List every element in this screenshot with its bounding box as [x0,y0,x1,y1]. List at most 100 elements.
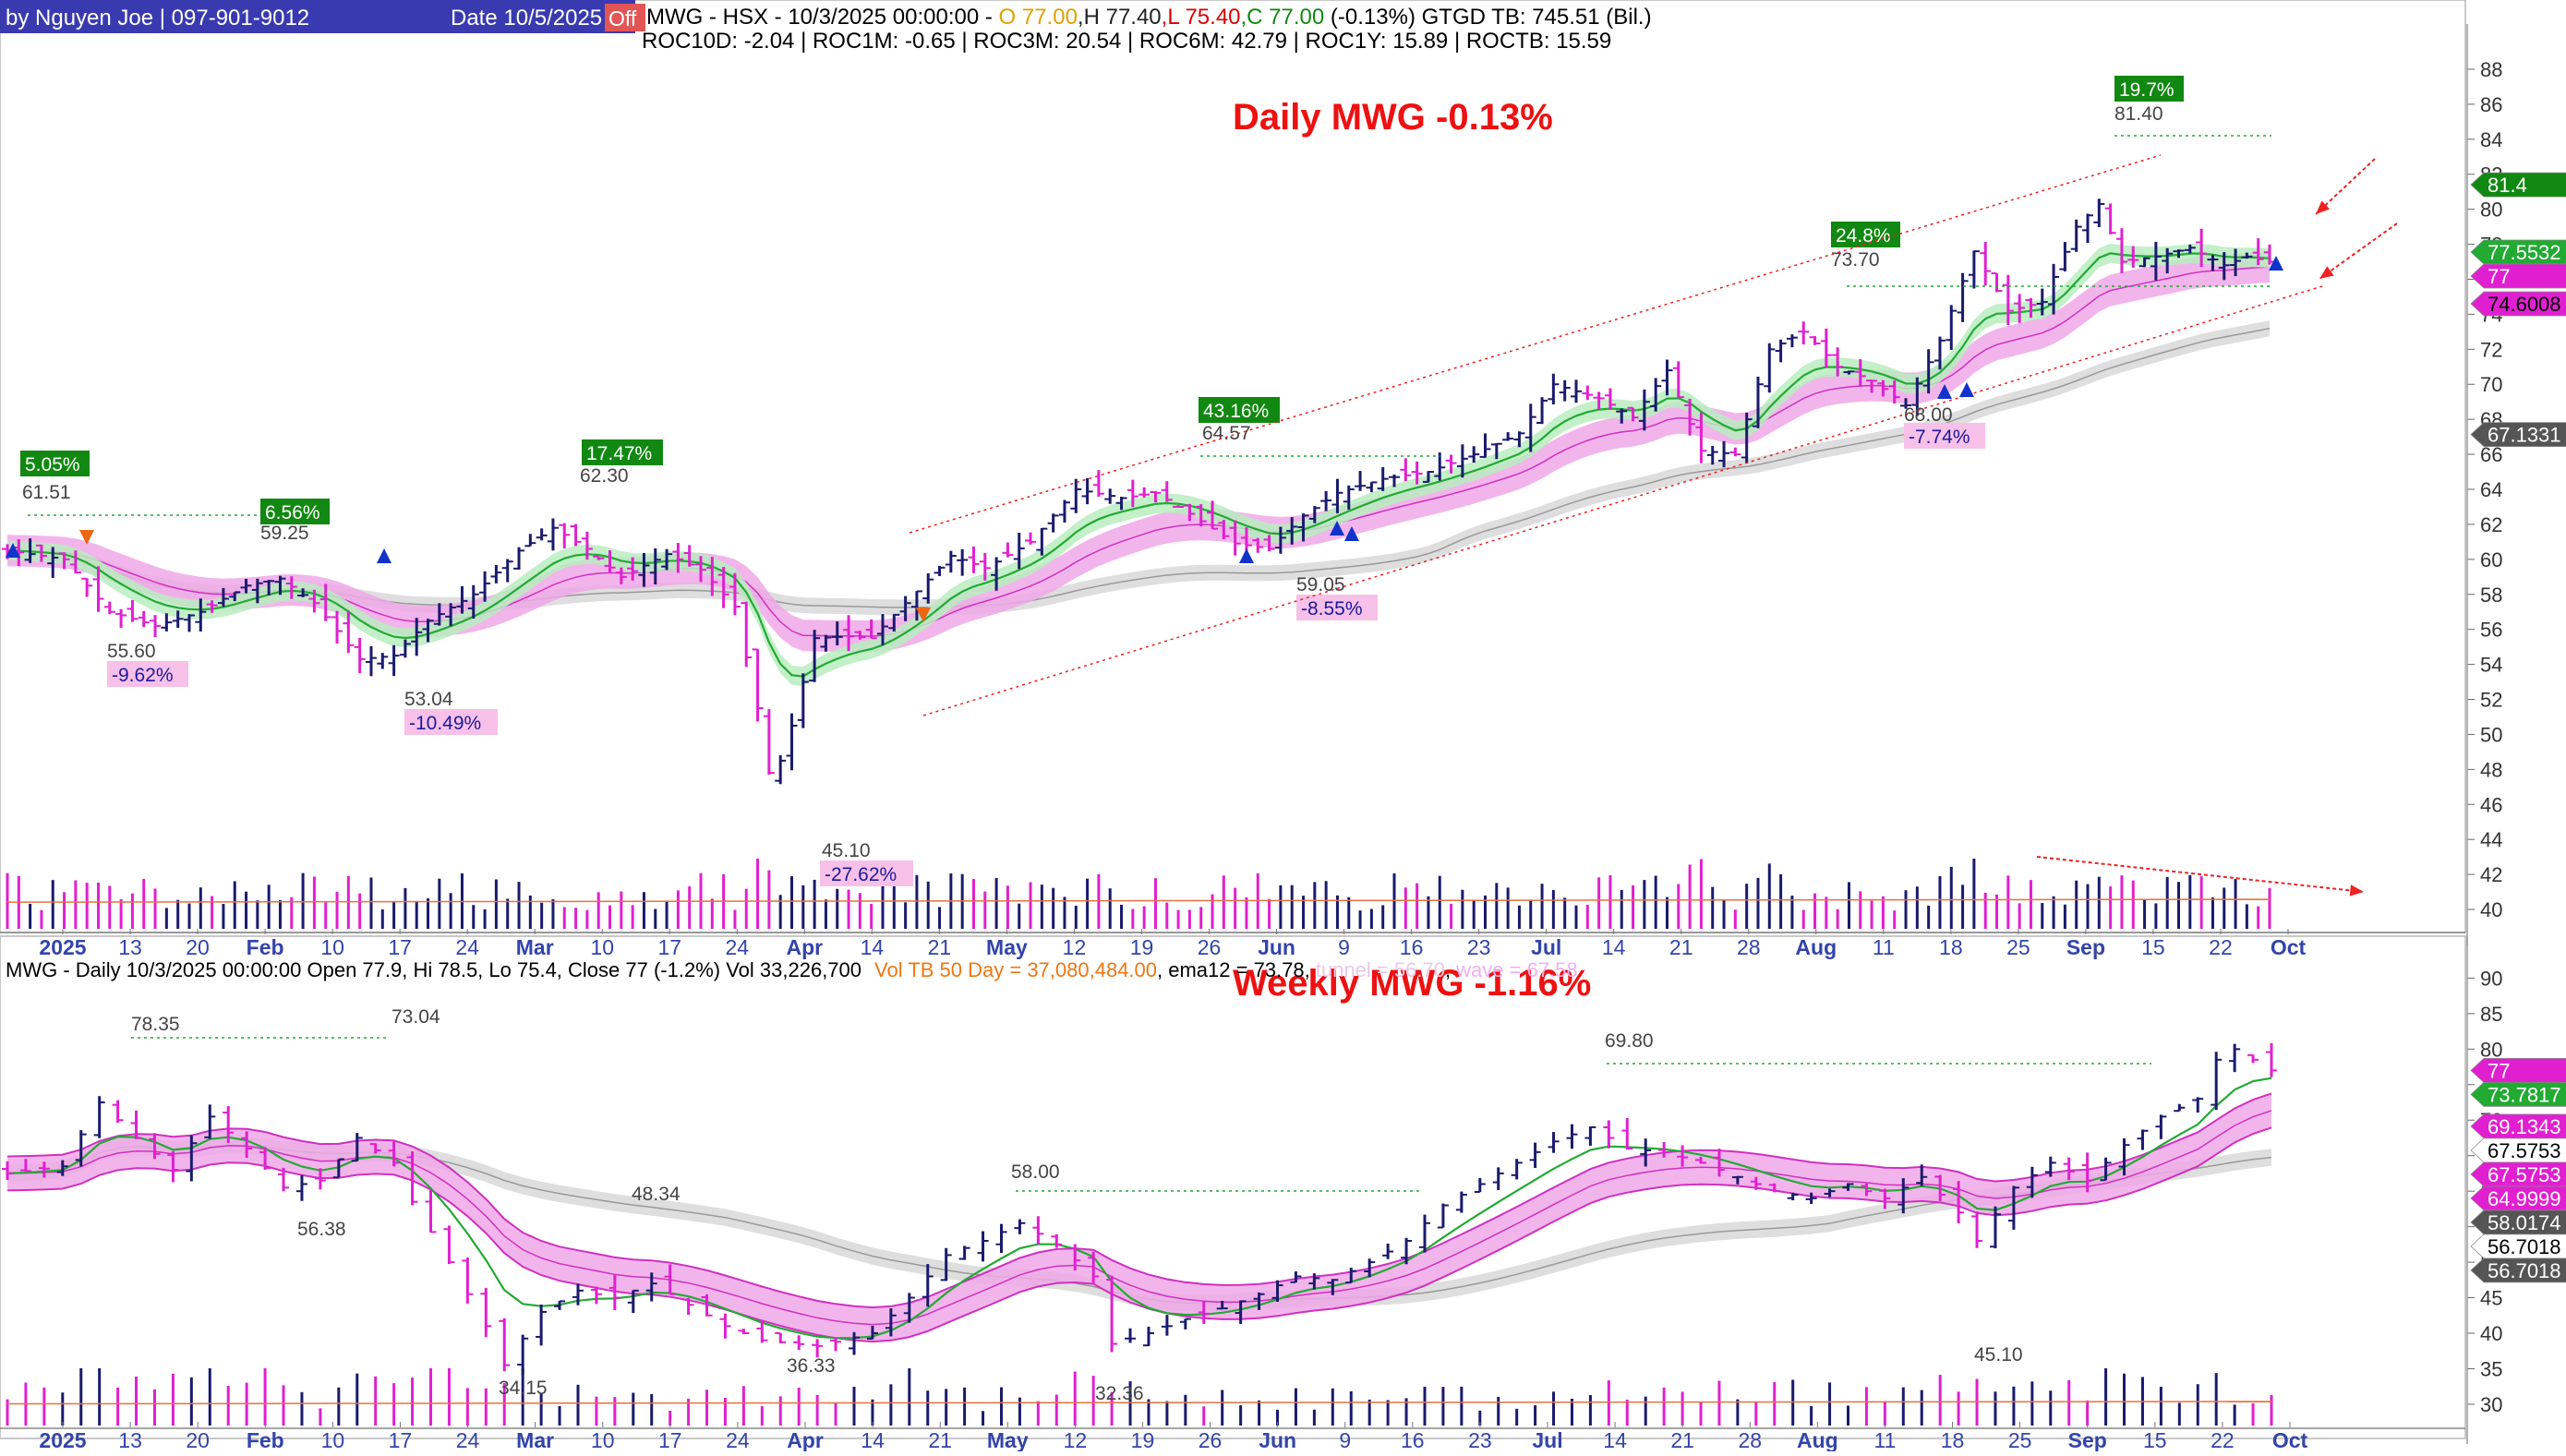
date-tick-label: Aug [1795,935,1837,959]
info-tunnel: tunnel = 56.70 [1316,958,1445,981]
level-label: 81.40 [2114,103,2163,125]
pct-up-label: 17.47% [586,443,652,464]
price-tag-label: 77.5532 [2488,241,2561,264]
date-tick-label: Jul [1531,935,1561,959]
level-label: 45.10 [1974,1344,2023,1366]
quote-high: ,H 77.40 [1078,5,1162,30]
price-tick-label: 40 [2480,898,2502,921]
date-tick-label: 11 [1873,935,1895,959]
level-label: 61.51 [22,482,71,503]
date-tick-label: Feb [247,935,284,959]
price-tag-label: 67.5753 [2488,1163,2561,1186]
price-tick-label: 40 [2480,1322,2502,1345]
date-tick-label: Mar [516,935,554,959]
date-tick-label: 10 [591,1428,615,1451]
price-tag-label: 73.7817 [2488,1083,2561,1106]
arrow-head [2316,200,2331,214]
pct-down-label: -27.62% [825,864,897,885]
date-tick-label: Apr [787,935,824,959]
price-tick-label: 70 [2480,373,2502,396]
pct-up-badge [260,499,330,524]
price-tick-label: 30 [2480,1393,2502,1416]
date-tick-label: 17 [388,935,412,959]
date-tick-label: 10 [320,935,344,959]
date-tick-label: 11 [1874,1428,1897,1451]
date-tick-label: 14 [1603,1428,1627,1451]
price-tag-label: 69.1343 [2488,1115,2561,1138]
price-tick-label: 35 [2480,1357,2502,1380]
price-tag [2470,1233,2566,1259]
price-tag [2470,263,2566,289]
date-tick-label: 16 [1400,935,1424,959]
pct-down-label: -8.55% [1301,598,1363,620]
ema-line [6,1077,2272,1340]
annotations: 5.05% 6.56% 17.47% 43.16% 24.8% 19.7% -9.62% -1… [6,76,2398,1404]
buy-signal-marker [1344,526,1359,541]
pct-down-label: -9.62% [112,665,174,686]
quote-line: MWG - HSX - 10/3/2025 00:00:00 - O 77.00… [646,5,1652,30]
buy-signal-marker [2269,256,2283,271]
date-tick-label: 13 [118,1428,142,1451]
pct-up-badge [582,439,663,465]
date-tick-label: 14 [861,1428,885,1451]
weekly-chart [2,1042,2277,1426]
arrow-shaft [2319,223,2398,280]
price-tag [2470,291,2566,317]
level-label: 73.04 [392,1006,440,1028]
date-tick-label: 17 [658,1428,682,1451]
date-tick-label: 21 [928,935,952,959]
weekly-date-axis: 2025 13 20 Feb 10 17 24 Mar 10 17 24 Apr 14 21 May 12 19… [39,1422,2308,1452]
date-tick-label: 15 [2141,935,2165,959]
daily-date-axis: 2025 13 20 Feb 10 17 24 Mar 10 17 24 Apr 14 21 May 12 19… [39,929,2307,959]
date-tick-label: Sep [2068,1428,2107,1451]
date-tick-label: Mar [516,1428,554,1451]
quote-rest: (-0.13%) GTGD TB: 745.51 (Bil.) [1324,5,1651,30]
date-tick-label: 16 [1401,1428,1425,1451]
price-tick-label: 80 [2480,1038,2502,1061]
date-tick-label: 10 [321,1428,345,1451]
date-tick-label: 24 [455,935,479,959]
price-tick-label: 62 [2480,513,2502,536]
price-tag [2470,1185,2566,1211]
pct-up-badge [20,451,90,476]
date-tick-label: May [987,1428,1029,1451]
date-tick-label: Apr [787,1428,824,1451]
date-tick-label: 19 [1131,1428,1155,1451]
level-label: 64.57 [1202,423,1251,444]
buy-signal-marker [6,543,20,558]
date-tick-label: 15 [2143,1428,2167,1451]
date-tick-label: May [986,935,1028,959]
price-tick-label: 42 [2480,863,2502,886]
level-label: 59.25 [260,523,309,544]
date-tick-label: 21 [1669,935,1693,959]
daily-chart [2,199,2275,929]
pct-down-badge [1904,423,1985,449]
price-tag-label: 67.5753 [2488,1139,2561,1162]
date-tick-label: 14 [1602,935,1626,959]
date-tick-label: 17 [657,935,681,959]
price-tag [2470,1057,2566,1083]
quote-open: O 77.00 [999,5,1078,30]
pct-up-badge [2114,76,2184,102]
price-tag-label: 64.9999 [2488,1187,2561,1210]
date-tick-label: 26 [1199,1428,1223,1451]
price-tag [2470,1137,2566,1163]
price-tag [2470,239,2566,265]
date-tick-label: Sep [2066,935,2105,959]
info-ema: , ema12 = 73.78, [1157,958,1316,981]
volume-avg-line [6,1401,2272,1405]
date-tick-label: 19 [1130,935,1154,959]
pct-down-badge [107,661,188,687]
off-badge[interactable] [605,4,645,31]
off-badge-label[interactable]: Off [608,6,637,30]
price-tag-label: 56.7018 [2488,1235,2561,1258]
price-tick-label: 85 [2480,1003,2502,1026]
price-tick-label: 50 [2480,723,2502,746]
date-tick-label: 9 [1338,935,1350,959]
arrow-shaft [2036,856,2365,893]
quote-low: ,L 75.40 [1162,5,1241,30]
date-tick-label: 14 [861,935,885,959]
date-tick-label: Jul [1532,1428,1562,1451]
level-label: 32.36 [1095,1383,1144,1404]
